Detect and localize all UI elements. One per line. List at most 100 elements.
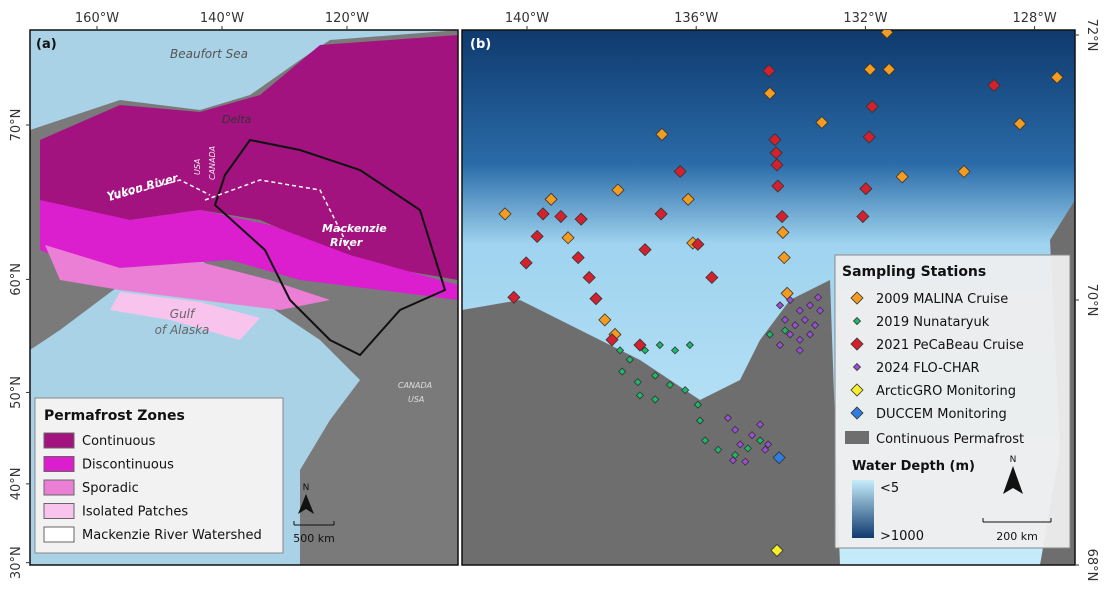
map-label: 2009 MALINA Cruise [876, 292, 1008, 307]
legend-swatch [43, 503, 75, 519]
station-marker [654, 207, 668, 221]
station-marker [681, 192, 695, 206]
map-label: Mackenzie [322, 222, 387, 235]
station-marker [800, 315, 809, 324]
map-label: CANADA [398, 381, 432, 390]
station-marker [625, 355, 634, 364]
map-label: Permafrost Zones [44, 408, 185, 424]
depth-ramp [852, 480, 874, 538]
station-marker [685, 340, 694, 350]
station-marker [770, 543, 784, 557]
legend-marker [850, 337, 864, 351]
legend-box [34, 397, 284, 554]
station-marker [769, 146, 783, 160]
x-tick-label: 132°W [843, 11, 887, 26]
map-label: Sampling Stations [842, 264, 986, 280]
map-label: Continuous Permafrost [876, 432, 1024, 447]
x-tick-label: 140°W [505, 11, 549, 26]
station-marker [651, 395, 660, 404]
station-marker [633, 338, 647, 352]
station-marker [544, 192, 558, 206]
station-marker [762, 64, 776, 78]
station-marker [655, 340, 664, 350]
station-marker [862, 130, 876, 144]
station-marker [605, 333, 619, 347]
station-marker [554, 209, 568, 224]
map-label: Gulf [170, 307, 196, 321]
station-marker [810, 321, 820, 330]
station-marker [571, 251, 585, 265]
north-arrow [298, 494, 314, 514]
map-label: Isolated Patches [82, 505, 188, 520]
legend-marker [852, 316, 862, 326]
station-marker [561, 231, 575, 245]
station-marker [775, 209, 789, 224]
station-marker [681, 386, 690, 395]
map-label: Delta [222, 113, 252, 126]
station-marker [771, 179, 785, 193]
station-marker [640, 346, 650, 355]
station-marker [786, 295, 795, 305]
legend-swatch [43, 526, 75, 543]
map-label: ArcticGRO Monitoring [876, 384, 1016, 399]
x-tick-label: 160°W [75, 11, 119, 26]
map-label: N [303, 483, 310, 493]
station-marker [775, 340, 785, 350]
station-marker [693, 400, 702, 409]
station-marker [768, 133, 782, 147]
station-marker [764, 440, 773, 449]
map-label: (a) [36, 37, 57, 52]
legend-marker [852, 362, 862, 372]
map-label: USA [193, 159, 202, 175]
map-label: 2019 Nunataryuk [876, 315, 990, 330]
station-marker [651, 371, 660, 380]
x-tick-label: 128°W [1013, 11, 1057, 26]
station-marker [723, 413, 732, 422]
panel-a-map [30, 30, 458, 565]
station-marker [863, 62, 877, 77]
map-label: >1000 [880, 529, 924, 544]
map-label: of Alaska [155, 323, 210, 337]
station-marker [618, 367, 627, 376]
station-marker [795, 335, 804, 344]
map-label: 2021 PeCaBeau Cruise [876, 338, 1024, 353]
station-marker [795, 306, 804, 315]
x-tick-label: 136°W [674, 11, 718, 26]
station-marker [507, 290, 521, 304]
station-marker [731, 425, 740, 434]
station-marker [780, 315, 790, 324]
station-marker [582, 270, 596, 285]
station-marker [763, 86, 777, 100]
station-marker [747, 431, 757, 440]
station-marker [780, 326, 790, 335]
legend-box [834, 254, 1071, 549]
y-tick-label: 72°N [1084, 19, 1099, 52]
station-marker [536, 207, 550, 221]
legend-marker [850, 291, 864, 305]
y-tick-label: 50°N [9, 376, 24, 409]
stations [498, 30, 1064, 557]
legend-swatch [43, 479, 75, 496]
station-marker [673, 164, 687, 179]
station-marker [691, 237, 705, 251]
station-marker [777, 251, 791, 265]
station-marker [805, 301, 815, 310]
station-marker [865, 99, 879, 114]
legend-swatch [845, 431, 869, 444]
station-marker [987, 78, 1001, 92]
map-label: <5 [880, 481, 899, 496]
station-marker [670, 346, 680, 355]
station-marker [805, 330, 815, 339]
station-marker [498, 207, 512, 221]
scale-bar [293, 521, 335, 526]
legend-swatch [43, 432, 75, 449]
station-marker [714, 445, 723, 454]
map-label: DUCCEM Monitoring [876, 407, 1007, 422]
station-marker [776, 225, 790, 239]
station-marker [633, 378, 642, 387]
station-marker [574, 212, 588, 226]
station-marker [756, 436, 765, 445]
scale-bar [982, 518, 1052, 523]
map-label: CANADA [208, 146, 217, 180]
station-marker [598, 313, 612, 327]
